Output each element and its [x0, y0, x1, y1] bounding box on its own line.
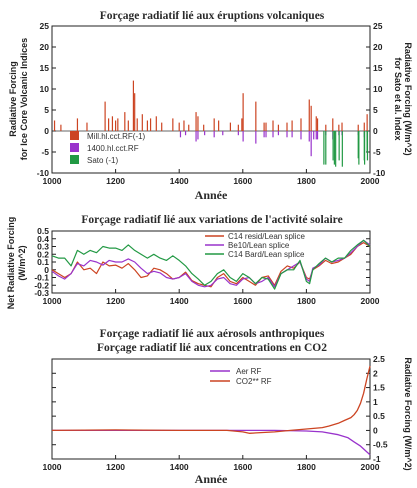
solar-left-ytick-label: -0.1	[34, 273, 49, 283]
aerosol-co2-right-ytick-label: 0.5	[373, 411, 385, 421]
solar-xtick-label: 1600	[233, 296, 252, 306]
solar-left-ytick-label: 0	[44, 265, 49, 275]
volcanic-right-ytick-label: 5	[373, 105, 378, 115]
volcanic-plot-frame	[51, 25, 371, 174]
solar-ylabel-line2: (W/m^2)	[17, 245, 27, 280]
legend-label-1400: 1400.hl.cct.RF	[87, 144, 139, 153]
volcanic-bars	[53, 80, 369, 167]
volcanic-chart-title: Forçage radiatif lié aux éruptions volca…	[100, 10, 325, 22]
solar-left-ytick-label: 0.3	[37, 242, 49, 252]
aerosol-co2-xlabel: Année	[195, 472, 228, 486]
aerosol-co2-panel: Forçage radiatif lié aux aérosols anthro…	[43, 328, 413, 486]
solar-panel: Forçage radiatif lié aux variations de l…	[6, 214, 380, 309]
aerosol-co2-right-ytick-label: 2	[373, 368, 378, 378]
solar-left-ytick-label: 0.2	[37, 249, 49, 259]
aerosol-co2-xtick-label: 1600	[233, 462, 252, 472]
solar-legend: C14 resid/Lean splice Be10/Lean splice C…	[205, 232, 305, 259]
volcanic-left-ytick-label: 20	[40, 42, 50, 52]
solar-left-ytick-label: 0.4	[37, 234, 49, 244]
volcanic-right-ytick-label: -10	[373, 168, 386, 178]
aerosol-co2-xtick-label: 1200	[106, 462, 125, 472]
aerosol-co2-right-ytick-label: -1	[373, 454, 381, 464]
solar-xtick-label: 1800	[297, 296, 316, 306]
volcanic-left-ytick-label: -5	[41, 147, 49, 157]
solar-ylabel-line1: Net Radiative Forcing	[6, 217, 16, 310]
aerosol-co2-xtick-label: 1400	[170, 462, 189, 472]
volcanic-left-ytick-label: 10	[40, 84, 50, 94]
aerosol-co2-ylabel-right: Radiative Forcing (W/m^2)	[403, 357, 413, 470]
aerosol-co2-xtick-label: 1800	[297, 462, 316, 472]
volcanic-right-ytick-label: 25	[373, 21, 383, 31]
volcanic-right-ytick-label: 0	[373, 126, 378, 136]
aerosol-co2-right-ytick-label: -0.5	[373, 440, 388, 450]
legend-label-be10: Be10/Lean splice	[228, 241, 290, 250]
legend-swatch-1400	[70, 143, 79, 152]
solar-line-c14-bard-lean-splice	[51, 239, 371, 290]
aerosol-co2-line-co2-rf	[51, 365, 371, 434]
volcanic-xtick-label: 1200	[106, 176, 125, 186]
legend-label-mill: Mill.hl.cct.RF(-1)	[87, 132, 146, 141]
legend-label-c14-bard: C14 Bard/Lean splice	[228, 250, 305, 259]
solar-left-ytick-label: -0.3	[34, 288, 49, 298]
solar-axis-ticks: 1000 1200 1400 1600 1800 2000 -0.3-0.2-0.100.1…	[34, 226, 379, 306]
aerosol-co2-xtick-label: 2000	[361, 462, 380, 472]
aerosol-co2-lines	[51, 365, 371, 456]
legend-label-c14-resid: C14 resid/Lean splice	[228, 232, 305, 241]
legend-label-sato: Sato (-1)	[87, 156, 118, 165]
solar-left-ytick-label: 0.1	[37, 257, 49, 267]
solar-chart-title: Forçage radiatif lié aux variations de l…	[81, 214, 342, 226]
solar-left-ytick-label: 0.5	[37, 226, 49, 236]
legend-swatch-sato	[70, 155, 79, 164]
volcanic-legend: Mill.hl.cct.RF(-1) 1400.hl.cct.RF Sato (…	[70, 131, 146, 165]
legend-label-aer: Aer RF	[236, 367, 261, 376]
aerosol-co2-line-aer-rf	[52, 429, 371, 456]
solar-left-ytick-label: -0.2	[34, 280, 49, 290]
volcanic-left-ytick-label: 25	[40, 21, 50, 31]
aerosol-co2-legend: Aer RF CO2** RF	[210, 367, 272, 386]
legend-swatch-mill	[70, 131, 79, 140]
volcanic-right-ytick-label: 20	[373, 42, 383, 52]
volcanic-right-ytick-label: 10	[373, 84, 383, 94]
volcanic-left-ytick-label: 5	[44, 105, 49, 115]
volcanic-xlabel: Année	[195, 188, 228, 202]
volcanic-left-ytick-label: 15	[40, 63, 50, 73]
volcanic-panel: Forçage radiatif lié aux éruptions volca…	[8, 10, 413, 202]
solar-xtick-label: 1400	[170, 296, 189, 306]
solar-xtick-label: 1200	[106, 296, 125, 306]
volcanic-left-ytick-label: -10	[37, 168, 50, 178]
legend-label-co2: CO2** RF	[236, 377, 272, 386]
co2-chart-title: Forçage radiatif lié aux concentrations …	[97, 342, 327, 354]
volcanic-right-ytick-label: 15	[373, 63, 383, 73]
aerosol-co2-axis-ticks: 1000 1200 1400 1600 1800 2000-1 -0.5 0 0.5 1 1.5 2 2…	[43, 354, 388, 472]
volcanic-xtick-label: 1800	[297, 176, 316, 186]
volcanic-left-ytick-label: 0	[44, 126, 49, 136]
volcanic-ylabel-left-line1: Radiative Forcing	[8, 61, 18, 137]
aerosol-co2-right-ytick-label: 2.5	[373, 354, 385, 364]
volcanic-xtick-label: 1400	[170, 176, 189, 186]
aerosol-co2-right-ytick-label: 0	[373, 425, 378, 435]
volcanic-xtick-label: 2000	[361, 176, 380, 186]
volcanic-ylabel-left-line2: for Ice Core Volcanic Indices	[19, 38, 29, 160]
volcanic-ylabel-right-line1: Radiative Forcing (W/m^2)	[403, 42, 413, 155]
aerosol-co2-xtick-label: 1000	[43, 462, 62, 472]
volcanic-right-ytick-label: -5	[373, 147, 381, 157]
solar-lines	[51, 239, 371, 290]
aerosol-co2-plot-frame	[51, 358, 371, 460]
aerosol-co2-right-ytick-label: 1.5	[373, 383, 385, 393]
aerosol-chart-title: Forçage radiatif lié aux aérosols anthro…	[100, 328, 325, 340]
volcanic-ylabel-right-line2: for Sato et al. Index	[393, 57, 403, 140]
solar-xtick-label: 1000	[43, 296, 62, 306]
aerosol-co2-right-ytick-label: 1	[373, 397, 378, 407]
solar-xtick-label: 2000	[361, 296, 380, 306]
volcanic-xtick-label: 1000	[43, 176, 62, 186]
volcanic-xtick-label: 1600	[233, 176, 252, 186]
